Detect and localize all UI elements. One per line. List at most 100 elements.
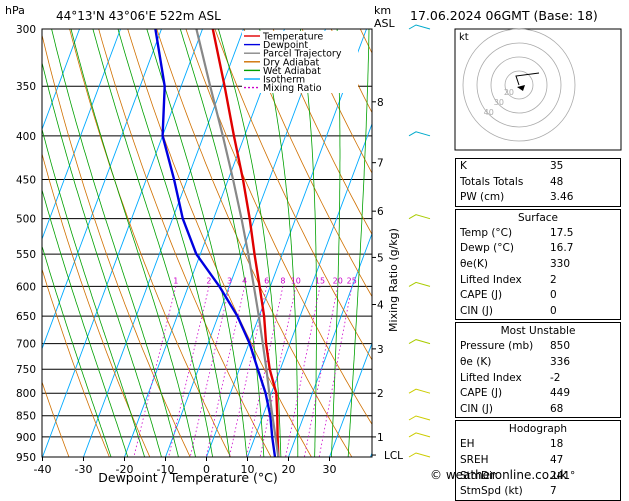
row-value: 330 bbox=[550, 257, 616, 273]
wind-barb bbox=[409, 215, 430, 219]
km-tick-label: LCL bbox=[384, 450, 403, 462]
sounding-point bbox=[233, 135, 235, 137]
sounding-point bbox=[241, 218, 243, 220]
row-value: 7 bbox=[550, 484, 616, 500]
sounding-point bbox=[164, 85, 166, 87]
sounding-point bbox=[265, 368, 267, 370]
hodograph-table-title: Hodograph bbox=[456, 421, 620, 437]
surface-title: Surface bbox=[456, 210, 620, 226]
km-tick-label: 3 bbox=[377, 344, 384, 356]
km-label: km bbox=[374, 4, 391, 17]
wet-adiabat bbox=[18, 29, 150, 476]
mixing-ratio-axis-title: Mixing Ratio (g/kg) bbox=[387, 228, 400, 332]
mixing-ratio-line bbox=[319, 286, 352, 457]
surface-row: CAPE (J)0 bbox=[456, 288, 620, 304]
sounding-point bbox=[271, 436, 273, 438]
wind-barb bbox=[409, 132, 430, 136]
sounding-point bbox=[275, 436, 277, 438]
sounding-point bbox=[271, 415, 273, 417]
row-value: 850 bbox=[550, 339, 616, 355]
pressure-tick-label: 450 bbox=[16, 175, 36, 187]
hpa-label: hPa bbox=[5, 4, 25, 17]
mixing-ratio-label: 2 bbox=[206, 276, 211, 285]
row-label: CIN (J) bbox=[460, 304, 493, 320]
most_unstable-row: Lifted Index-2 bbox=[456, 371, 620, 387]
sounding-point bbox=[277, 436, 279, 438]
row-value: 449 bbox=[550, 386, 616, 402]
most_unstable-row: θe (K)336 bbox=[456, 355, 620, 371]
x-tick-label: 30 bbox=[323, 463, 337, 476]
hodograph-unit: kt bbox=[459, 32, 469, 43]
row-value: 48 bbox=[550, 175, 616, 191]
sounding-point bbox=[182, 218, 184, 220]
km-tick-label: 7 bbox=[377, 158, 384, 170]
sounding-point bbox=[209, 85, 211, 87]
surface-row: Dewp (°C) 16.7 bbox=[456, 241, 620, 257]
km-tick-label: 6 bbox=[377, 206, 384, 218]
credit[interactable]: © weatheronline.co.uk bbox=[430, 468, 567, 482]
sounding-point bbox=[242, 179, 244, 181]
sounding-point bbox=[253, 285, 255, 287]
wind-barb bbox=[409, 416, 430, 420]
row-label: Temp (°C) bbox=[460, 226, 512, 242]
mixing-ratio-label: 8 bbox=[280, 276, 285, 285]
sounding-point bbox=[269, 415, 271, 417]
pressure-tick-label: 800 bbox=[16, 388, 36, 400]
row-label: EH bbox=[460, 437, 475, 453]
sounding-point bbox=[262, 343, 264, 345]
row-value: 47 bbox=[550, 453, 616, 469]
most_unstable-row: CIN (J) 68 bbox=[456, 402, 620, 418]
pressure-tick-label: 850 bbox=[16, 411, 36, 423]
hodograph-ring-label: 20 bbox=[504, 88, 514, 97]
datetime-title: 17.06.2024 06GMT (Base: 18) bbox=[410, 8, 598, 23]
pressure-tick-label: 600 bbox=[16, 281, 36, 293]
pressure-tick-label: 300 bbox=[16, 24, 36, 36]
sounding-point bbox=[219, 285, 221, 287]
surface-row: CIN (J)0 bbox=[456, 304, 620, 320]
isobar-lines bbox=[42, 29, 372, 457]
surface-row: Temp (°C) 17.5 bbox=[456, 226, 620, 242]
mixing-ratio-label: 4 bbox=[242, 276, 247, 285]
sounding-point bbox=[195, 253, 197, 255]
sounding-point bbox=[232, 179, 234, 181]
row-label: CIN (J) bbox=[460, 402, 493, 418]
row-value: 17.5 bbox=[550, 226, 616, 242]
hodograph-ring-label: 40 bbox=[484, 108, 494, 117]
pressure-tick-label: 900 bbox=[16, 432, 36, 444]
row-label: StmSpd (kt) bbox=[460, 484, 523, 500]
wet-adiabat bbox=[331, 29, 340, 476]
pressure-tick-label: 500 bbox=[16, 214, 36, 226]
mixing-ratio-line bbox=[190, 286, 229, 457]
sounding-point bbox=[259, 285, 261, 287]
wet-adiabat bbox=[147, 29, 249, 476]
row-value: 68 bbox=[550, 402, 616, 418]
x-tick-label: 20 bbox=[282, 463, 296, 476]
mixing-ratio-label: 20 bbox=[333, 276, 343, 285]
wind-barb bbox=[409, 453, 430, 457]
sounding-point bbox=[254, 253, 256, 255]
row-value: 16.7 bbox=[550, 241, 616, 257]
mixing-ratio-label: 10 bbox=[291, 276, 301, 285]
pressure-tick-label: 650 bbox=[16, 311, 36, 323]
sounding-point bbox=[275, 392, 277, 394]
wet-adiabat bbox=[347, 29, 369, 476]
row-value: 2 bbox=[550, 273, 616, 289]
mixing-ratio-label: 15 bbox=[315, 276, 325, 285]
sounding-point bbox=[222, 135, 224, 137]
row-label: Dewp (°C) bbox=[460, 241, 514, 257]
sounding-point bbox=[269, 368, 271, 370]
surface-row: θe(K)330 bbox=[456, 257, 620, 273]
x-tick-label: -40 bbox=[34, 463, 52, 476]
row-label: Pressure (mb) bbox=[460, 339, 533, 355]
row-value: -2 bbox=[550, 371, 616, 387]
hodograph-ring-label: 30 bbox=[494, 98, 504, 107]
